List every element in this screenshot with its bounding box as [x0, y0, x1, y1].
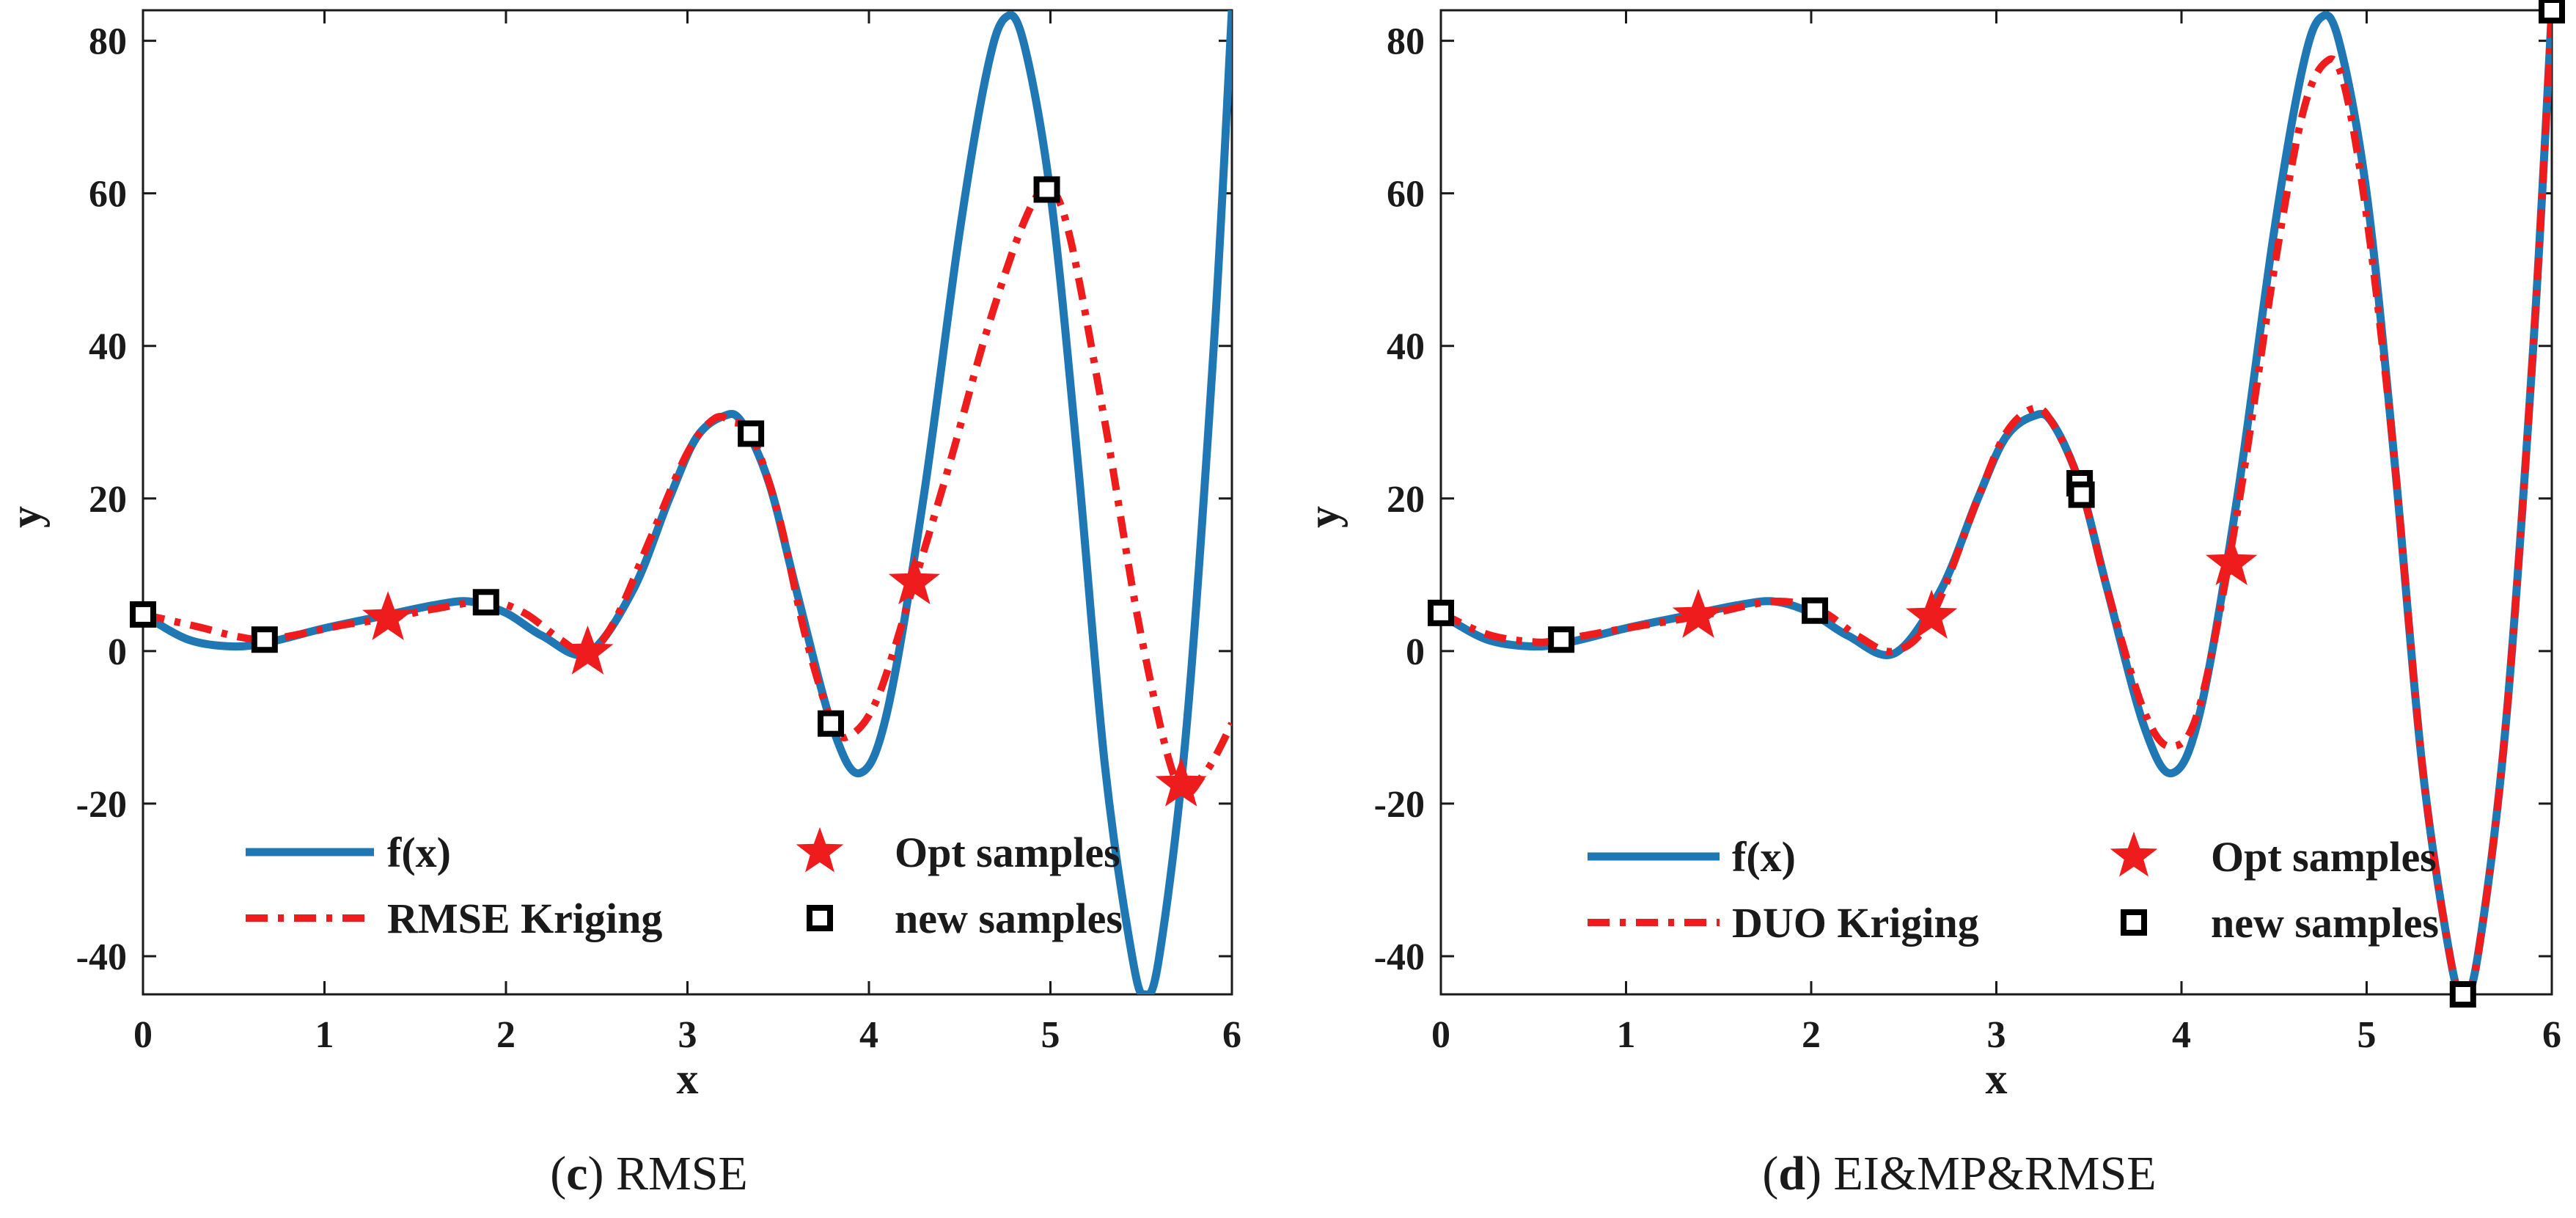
panel-c-new-sample-2: [472, 589, 499, 616]
panel-d-new-sample-0: [1428, 599, 1454, 626]
panel-c-caption: (c) RMSE: [550, 1147, 748, 1200]
panel-d-xtick-label-3: 3: [1987, 1014, 2006, 1056]
panel-c-ytick-label-2: 0: [108, 631, 127, 673]
panel-d-xtick-label-4: 4: [2172, 1014, 2191, 1056]
panel-c-new-sample-1: [251, 626, 278, 653]
panel-c-legend-label-2: Opt samples: [895, 829, 1120, 876]
panel-c: 0 1 2 3 4 5 6 -40 -20 0 20 40 60 80 x y f(x) RMSE Kriging…: [1, 9, 1241, 1200]
panel-d-legend-label-3: new samples: [2211, 899, 2439, 947]
panel-d-opt-sample-1: [1906, 590, 1958, 639]
panel-c-ytick-label-1: -20: [76, 784, 127, 826]
panel-d-ylabel: y: [1299, 506, 1348, 528]
panel-c-legend-label-3: new samples: [895, 895, 1123, 942]
panel-d-new-sample-6: [2539, 0, 2565, 23]
panel-c-series-1: [143, 186, 1232, 798]
panel-d-legend-label-0: f(x): [1732, 833, 1796, 881]
panel-d-legend-label-2: Opt samples: [2211, 833, 2437, 881]
panel-c-new-sample-3: [738, 420, 765, 447]
panel-d-legend-square: [2121, 909, 2147, 936]
panel-d-opt-sample-2: [2206, 536, 2258, 586]
panel-d-xlabel: x: [1986, 1054, 2008, 1103]
panel-d-xtick-label-0: 0: [1431, 1014, 1450, 1056]
panel-d-ytick-label-0: -40: [1374, 936, 1425, 978]
panel-d-opt-sample-0: [1672, 589, 1725, 638]
panel-c-ytick-label-0: -40: [76, 936, 127, 978]
panel-c-xtick-label-2: 2: [496, 1014, 515, 1056]
panel-c-new-sample-4: [818, 710, 845, 737]
panel-d-xtick-label-5: 5: [2357, 1014, 2377, 1056]
panel-c-ytick-label-4: 40: [89, 326, 127, 368]
panel-d-caption: (d) EI&MP&RMSE: [1762, 1147, 2156, 1200]
panel-d-new-sample-2: [1802, 597, 1829, 624]
panel-c-xtick-label-3: 3: [678, 1014, 697, 1056]
panel-d-legend-star: [2110, 832, 2158, 877]
panel-c-opt-sample-3: [1155, 757, 1207, 807]
panel-d-ytick-label-6: 80: [1387, 21, 1425, 63]
panel-c-opt-sample-1: [562, 625, 614, 675]
panel-d: 0 1 2 3 4 5 6 -40 -20 0 20 40 60 80 x y f(x) DUO Kriging O…: [1299, 0, 2565, 1200]
panel-c-new-sample-5: [1033, 176, 1060, 203]
panel-c-legend-label-1: RMSE Kriging: [387, 895, 662, 942]
panel-d-new-sample-4: [2068, 481, 2095, 508]
panel-d-ytick-label-3: 20: [1387, 479, 1425, 521]
panel-d-xtick-label-1: 1: [1617, 1014, 1636, 1056]
panel-d-xtick-label-6: 6: [2542, 1014, 2561, 1056]
panel-c-new-sample-0: [130, 601, 156, 628]
panel-d-new-sample-5: [2449, 981, 2476, 1008]
panel-d-new-sample-1: [1548, 626, 1575, 653]
panel-c-opt-sample-2: [888, 555, 940, 605]
panel-c-ylabel: y: [1, 506, 50, 528]
panel-c-legend-star: [796, 827, 844, 873]
panel-c-opt-sample-0: [362, 591, 414, 640]
panel-c-ytick-label-3: 20: [89, 479, 127, 521]
panel-c-legend-square: [807, 905, 833, 931]
panel-d-ytick-label-4: 40: [1387, 326, 1425, 368]
panel-c-ytick-label-5: 60: [89, 174, 127, 216]
panel-c-xtick-label-0: 0: [133, 1014, 153, 1056]
panel-d-ytick-label-1: -20: [1374, 784, 1425, 826]
panel-c-xtick-label-4: 4: [859, 1014, 878, 1056]
panel-d-xtick-label-2: 2: [1802, 1014, 1821, 1056]
panel-c-xlabel: x: [677, 1054, 699, 1103]
panel-c-legend-label-0: f(x): [387, 829, 451, 876]
panel-d-ytick-label-5: 60: [1387, 174, 1425, 216]
panel-c-xtick-label-1: 1: [315, 1014, 334, 1056]
panel-c-xtick-label-5: 5: [1041, 1014, 1060, 1056]
panel-d-legend-label-1: DUO Kriging: [1732, 899, 1979, 947]
panel-c-xtick-label-6: 6: [1222, 1014, 1241, 1056]
panel-c-ytick-label-6: 80: [89, 21, 127, 63]
panel-d-ytick-label-2: 0: [1406, 631, 1425, 673]
